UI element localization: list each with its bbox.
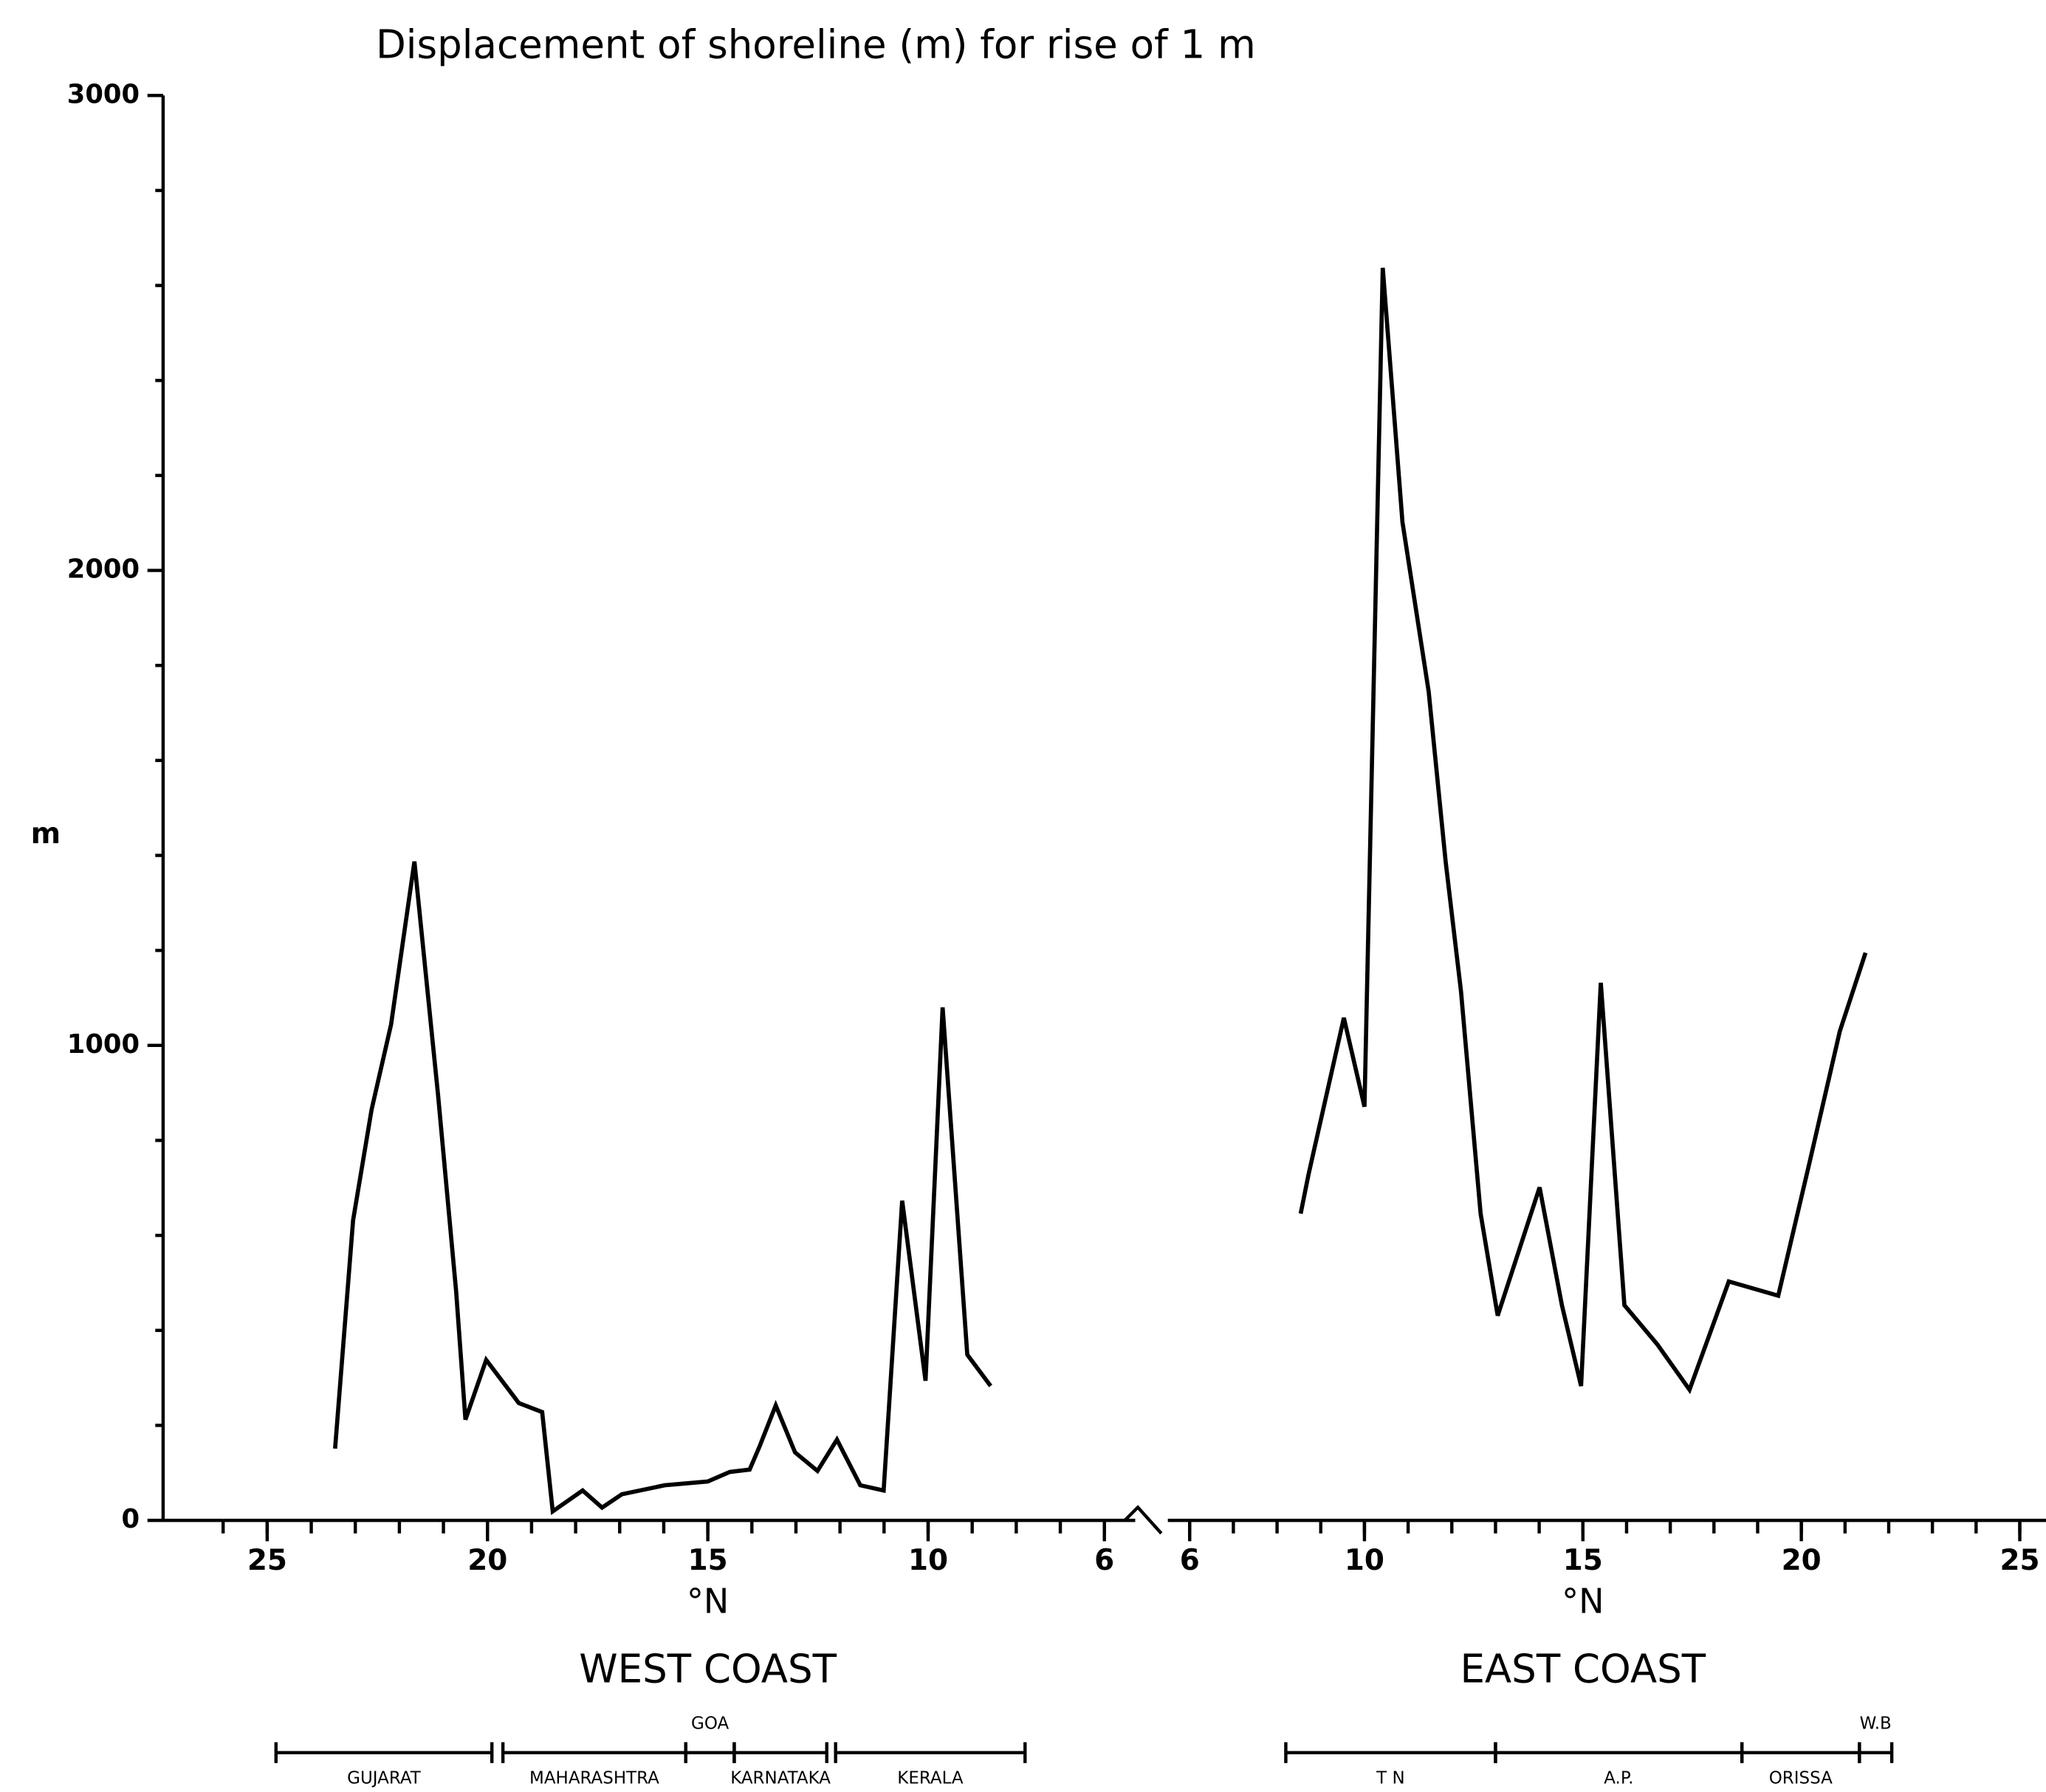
x-tick-label: 6 — [1094, 1544, 1114, 1577]
data-line — [1298, 267, 1868, 1395]
region-label: GUJARAT — [347, 1769, 422, 1788]
axis-break — [1123, 1505, 1163, 1535]
y-tick-label: 1000 — [67, 1029, 140, 1060]
x-tick-label: 10 — [908, 1544, 948, 1577]
region-label: KARNATAKA — [730, 1769, 831, 1788]
x-tick-label: 10 — [1345, 1544, 1384, 1577]
y-tick-label: 3000 — [67, 79, 140, 109]
x-tick-label: 15 — [688, 1544, 728, 1577]
data-line — [333, 861, 992, 1515]
x-tick-label: 15 — [1563, 1544, 1603, 1577]
region-label: GOA — [691, 1714, 729, 1733]
region-label: ORISSA — [1769, 1769, 1833, 1788]
x-tick-label: 6 — [1180, 1544, 1200, 1577]
panel-label: EAST COAST — [1460, 1647, 1706, 1692]
region-label: T N — [1376, 1769, 1405, 1788]
x-tick-label: 25 — [1999, 1544, 2039, 1577]
x-axis-label: °N — [1562, 1582, 1604, 1621]
panel-label: WEST COAST — [579, 1647, 837, 1692]
chart-title: Displacement of shoreline (m) for rise o… — [376, 22, 1256, 68]
x-tick-label: 20 — [467, 1544, 507, 1577]
y-axis-label: m — [31, 817, 61, 851]
x-axis-label: °N — [687, 1582, 729, 1621]
region-label: A.P. — [1604, 1769, 1633, 1788]
y-tick-label: 2000 — [67, 555, 140, 585]
region-label: MAHARASHTRA — [529, 1769, 659, 1788]
x-tick-label: 20 — [1782, 1544, 1822, 1577]
region-label: KERALA — [897, 1769, 964, 1788]
x-tick-label: 25 — [247, 1544, 287, 1577]
region-label: W.B — [1860, 1714, 1892, 1733]
y-tick-label: 0 — [121, 1504, 140, 1534]
